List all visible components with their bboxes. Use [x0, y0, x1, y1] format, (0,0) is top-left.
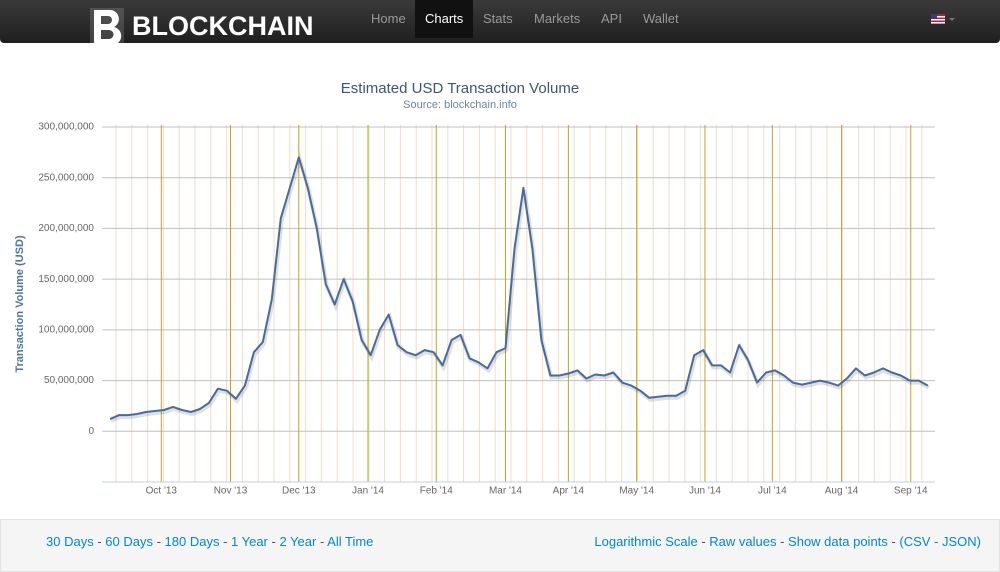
- nav-item[interactable]: Markets: [534, 11, 581, 26]
- brand[interactable]: BLOCKCHAIN: [132, 11, 314, 41]
- x-tick-label: Aug '14: [825, 486, 859, 497]
- x-tick-label: Dec '13: [282, 486, 316, 497]
- navbar: BLOCKCHAIN Home Charts Stats Markets API Wall…: [0, 0, 1000, 46]
- x-tick-label: Mar '14: [489, 486, 522, 497]
- y-tick-label: 250,000,000: [38, 172, 94, 183]
- chart: Estimated USD Transaction Volume Source:…: [14, 80, 935, 497]
- separator: -: [776, 534, 789, 549]
- y-axis-label: Transaction Volume (USD): [14, 235, 26, 373]
- format-link[interactable]: CSV: [903, 534, 931, 549]
- nav-item[interactable]: Home: [371, 11, 406, 26]
- y-tick-label: 100,000,000: [38, 324, 94, 335]
- range-link[interactable]: 60 Days: [105, 534, 153, 549]
- footer: 30 Days - 60 Days - 180 Days - 1 Year - …: [0, 519, 1000, 572]
- x-tick-label: Jul '14: [758, 486, 787, 497]
- nav-item[interactable]: Wallet: [643, 11, 679, 26]
- nav-item[interactable]: Charts: [415, 0, 474, 38]
- range-link[interactable]: All Time: [327, 534, 374, 549]
- separator: -: [697, 534, 710, 549]
- x-tick-label: Apr '14: [553, 486, 585, 497]
- x-tick-label: Sep '14: [894, 486, 928, 497]
- chart-title: Estimated USD Transaction Volume: [341, 80, 579, 97]
- range-links: 30 Days - 60 Days - 180 Days - 1 Year - …: [46, 533, 373, 551]
- option-link[interactable]: Logarithmic Scale: [594, 534, 698, 549]
- separator: -: [930, 534, 942, 549]
- paren: (: [899, 534, 904, 549]
- x-tick-label: May '14: [619, 486, 654, 497]
- range-link[interactable]: 2 Year: [279, 534, 317, 549]
- range-link[interactable]: 30 Days: [46, 534, 94, 549]
- paren: ): [976, 534, 981, 549]
- format-link[interactable]: JSON: [941, 534, 977, 549]
- plot-area: [102, 125, 935, 482]
- separator: -: [887, 534, 900, 549]
- logo-icon: [90, 8, 124, 46]
- x-tick-label: Jan '14: [352, 486, 384, 497]
- separator: -: [219, 534, 232, 549]
- y-tick-label: 150,000,000: [38, 274, 94, 285]
- y-tick-label: 0: [88, 426, 94, 437]
- separator: -: [316, 534, 328, 549]
- nav-item[interactable]: Stats: [483, 11, 513, 26]
- chart-subtitle: Source: blockchain.info: [403, 99, 517, 111]
- option-link[interactable]: Raw values: [709, 534, 777, 549]
- x-tick-label: Nov '13: [214, 486, 248, 497]
- y-tick-label: 200,000,000: [38, 223, 94, 234]
- option-links: Logarithmic Scale - Raw values - Show da…: [594, 533, 981, 551]
- range-link[interactable]: 180 Days: [164, 534, 220, 549]
- separator: -: [93, 534, 106, 549]
- series-line: [109, 156, 929, 421]
- range-link[interactable]: 1 Year: [231, 534, 268, 549]
- x-tick-label: Feb '14: [420, 486, 453, 497]
- separator: -: [152, 534, 165, 549]
- option-link[interactable]: Show data points: [788, 534, 888, 549]
- y-tick-label: 300,000,000: [38, 122, 94, 133]
- x-tick-label: Oct '13: [146, 486, 178, 497]
- y-tick-label: 50,000,000: [44, 375, 94, 386]
- language-flag[interactable]: [931, 14, 955, 26]
- nav-item[interactable]: API: [601, 11, 622, 26]
- separator: -: [267, 534, 280, 549]
- x-tick-label: Jun '14: [689, 486, 721, 497]
